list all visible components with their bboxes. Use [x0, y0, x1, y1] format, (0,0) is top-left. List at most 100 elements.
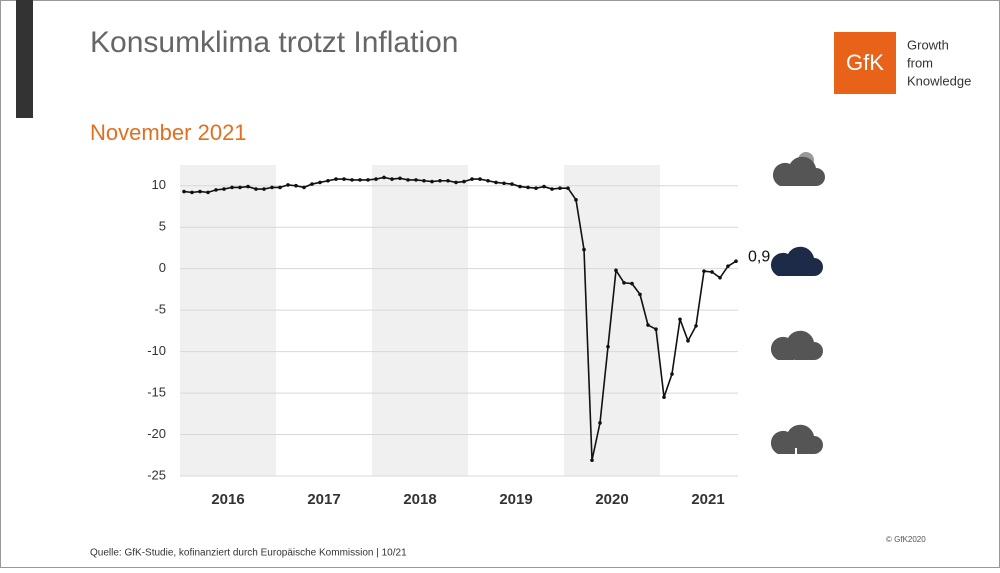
point	[238, 185, 242, 190]
x-tick-label: 2018	[403, 491, 436, 508]
point	[486, 178, 490, 183]
point	[478, 177, 482, 181]
point	[198, 189, 202, 194]
point	[430, 179, 434, 184]
x-tick-label: 2021	[691, 491, 724, 508]
point	[638, 292, 642, 297]
point	[662, 395, 666, 400]
point	[382, 175, 386, 180]
tagline: Growth	[907, 37, 949, 52]
point	[326, 178, 330, 183]
point	[526, 185, 530, 190]
point	[534, 186, 538, 191]
point	[374, 177, 378, 181]
point	[414, 178, 418, 182]
point	[462, 179, 466, 184]
point	[510, 182, 514, 186]
y-tick-label: 0	[159, 260, 166, 275]
point	[734, 259, 738, 264]
point	[590, 458, 594, 463]
point	[254, 187, 258, 191]
y-tick-label: -10	[147, 343, 166, 358]
logo-text: GfK	[846, 50, 884, 75]
point	[494, 180, 498, 185]
point	[518, 184, 522, 189]
weather-cloud	[770, 246, 823, 276]
point	[358, 178, 362, 182]
point	[390, 177, 394, 181]
point	[310, 182, 314, 186]
point	[710, 270, 714, 274]
point	[606, 344, 610, 349]
point	[718, 275, 722, 280]
y-tick-label: -5	[154, 302, 166, 317]
source: Quelle: GfK-Studie, kofinanziert durch E…	[90, 548, 407, 559]
year-band	[372, 165, 468, 476]
x-tick-label: 2019	[499, 491, 532, 508]
point	[214, 188, 218, 192]
x-tick-label: 2020	[595, 491, 628, 508]
point	[726, 264, 730, 268]
point	[190, 190, 194, 195]
point	[182, 189, 186, 194]
y-tick-label: -25	[147, 467, 166, 482]
point	[262, 187, 266, 191]
plot: -25 -20 -15 -10 -5 0 5 10 2016 2017 2018 2019 2020 20…	[147, 165, 770, 508]
point	[550, 187, 554, 191]
y-tick-label: -20	[147, 426, 166, 441]
point	[342, 177, 346, 181]
point	[678, 317, 682, 322]
point	[334, 177, 338, 181]
point	[270, 185, 274, 190]
tagline: Knowledge	[907, 73, 971, 88]
point	[454, 180, 458, 185]
point	[366, 178, 370, 182]
point	[574, 198, 578, 202]
year-band	[180, 165, 276, 476]
chart-subtitle: November 2021	[90, 120, 247, 145]
point	[630, 281, 634, 286]
point	[350, 178, 354, 182]
point	[686, 339, 690, 343]
point	[406, 178, 410, 182]
point	[294, 183, 298, 188]
point	[670, 372, 674, 376]
weather-storm	[770, 424, 823, 470]
point	[422, 178, 426, 183]
point	[318, 180, 322, 185]
point	[598, 421, 602, 425]
y-tick-label: -15	[147, 385, 166, 400]
point	[702, 269, 706, 273]
x-tick-label: 2017	[307, 491, 340, 508]
point	[438, 178, 442, 183]
weather-rain	[770, 330, 823, 377]
point	[502, 181, 506, 186]
point	[470, 177, 474, 181]
point	[542, 184, 546, 189]
point	[646, 323, 650, 327]
point	[558, 186, 562, 191]
y-tick-label: 10	[152, 177, 166, 192]
point	[278, 185, 282, 190]
point	[398, 176, 402, 181]
tagline: from	[907, 55, 933, 70]
point	[230, 185, 234, 190]
y-tick-label: 5	[159, 219, 166, 234]
weather-sun	[772, 152, 825, 186]
slide-title: Konsumklima trotzt Inflation	[90, 26, 458, 59]
point	[614, 268, 618, 273]
point	[694, 324, 698, 328]
point	[222, 187, 226, 191]
series-line	[183, 176, 737, 461]
point	[446, 178, 450, 183]
point	[654, 327, 658, 332]
value-label: 0,9	[748, 248, 770, 265]
year-band	[564, 165, 660, 476]
point	[206, 190, 210, 195]
x-tick-label: 2016	[211, 491, 244, 508]
point	[622, 280, 626, 285]
logo-box	[834, 32, 896, 94]
accent-bar	[16, 0, 33, 118]
